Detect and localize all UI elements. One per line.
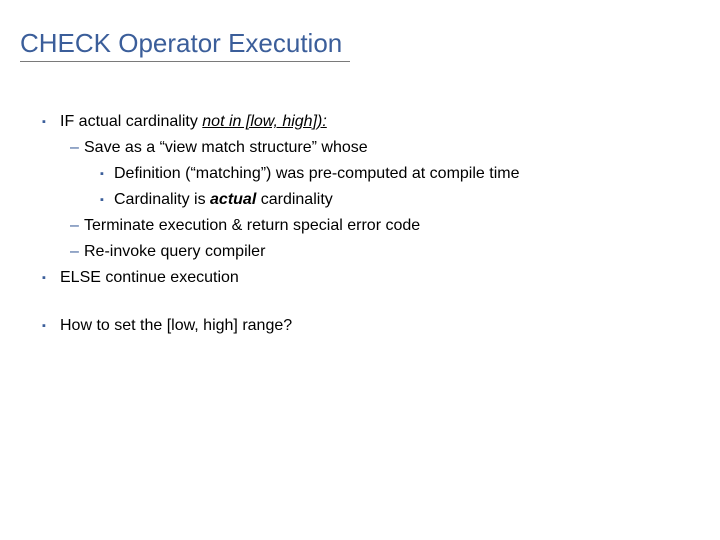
bullet-definition: ▪ Definition (“matching”) was pre-comput… (100, 162, 700, 186)
bullet-save: – Save as a “view match structure” whose (70, 136, 700, 160)
dash-bullet-icon: – (70, 214, 84, 238)
bullet-text: Terminate execution & return special err… (84, 214, 420, 238)
square-bullet-icon: ▪ (100, 188, 114, 212)
dash-bullet-icon: – (70, 136, 84, 160)
bullet-reinvoke: – Re-invoke query compiler (70, 240, 700, 264)
bullet-text: How to set the [low, high] range? (60, 314, 292, 338)
if-condition: not in [low, high]): (202, 113, 327, 130)
slide: CHECK Operator Execution ▪ IF actual car… (0, 0, 720, 540)
bullet-text: IF actual cardinality not in [low, high]… (60, 110, 327, 134)
bullet-else: ▪ ELSE continue execution (42, 266, 700, 290)
bullet-text: Definition (“matching”) was pre-computed… (114, 162, 519, 186)
spacer (42, 292, 700, 314)
slide-content: ▪ IF actual cardinality not in [low, hig… (20, 110, 700, 338)
bullet-text: ELSE continue execution (60, 266, 239, 290)
if-prefix: IF actual cardinality (60, 113, 202, 130)
card-pre: Cardinality is (114, 191, 210, 208)
dash-bullet-icon: – (70, 240, 84, 264)
bullet-terminate: – Terminate execution & return special e… (70, 214, 700, 238)
bullet-cardinality: ▪ Cardinality is actual cardinality (100, 188, 700, 212)
bullet-text: Save as a “view match structure” whose (84, 136, 368, 160)
bullet-if: ▪ IF actual cardinality not in [low, hig… (42, 110, 700, 134)
square-bullet-icon: ▪ (100, 162, 114, 186)
square-bullet-icon: ▪ (42, 110, 60, 134)
card-actual: actual (210, 191, 256, 208)
bullet-howto: ▪ How to set the [low, high] range? (42, 314, 700, 338)
bullet-text: Cardinality is actual cardinality (114, 188, 333, 212)
square-bullet-icon: ▪ (42, 266, 60, 290)
square-bullet-icon: ▪ (42, 314, 60, 338)
slide-title: CHECK Operator Execution (20, 28, 350, 62)
card-post: cardinality (256, 191, 332, 208)
bullet-text: Re-invoke query compiler (84, 240, 265, 264)
